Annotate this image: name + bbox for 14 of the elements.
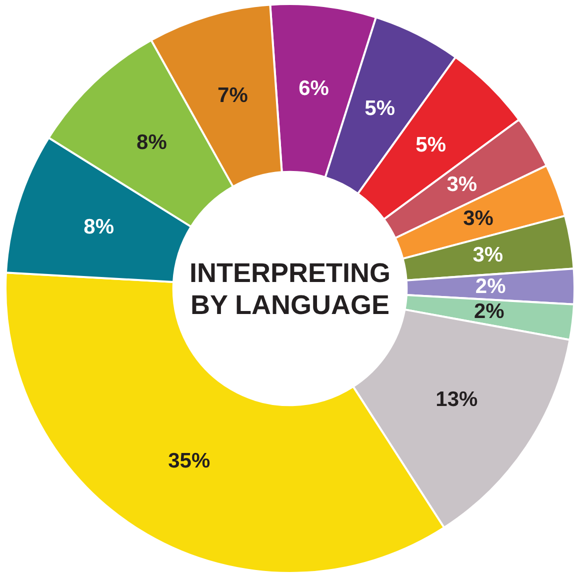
data-label: 35% [168, 450, 210, 473]
data-label: 8% [136, 131, 168, 154]
data-label: 2% [474, 300, 505, 324]
data-label: 3% [472, 244, 504, 267]
data-label: 5% [364, 96, 396, 120]
data-label: 3% [463, 207, 494, 230]
data-label: 13% [436, 388, 478, 411]
data-label: 8% [84, 216, 114, 239]
data-label: 5% [416, 133, 446, 156]
data-label: 6% [298, 77, 330, 100]
text: INTERPRETING BY LANGUAGE [190, 258, 391, 320]
data-label: 2% [475, 274, 506, 298]
data-label: 7% [218, 84, 248, 108]
data-label: 3% [446, 172, 478, 196]
